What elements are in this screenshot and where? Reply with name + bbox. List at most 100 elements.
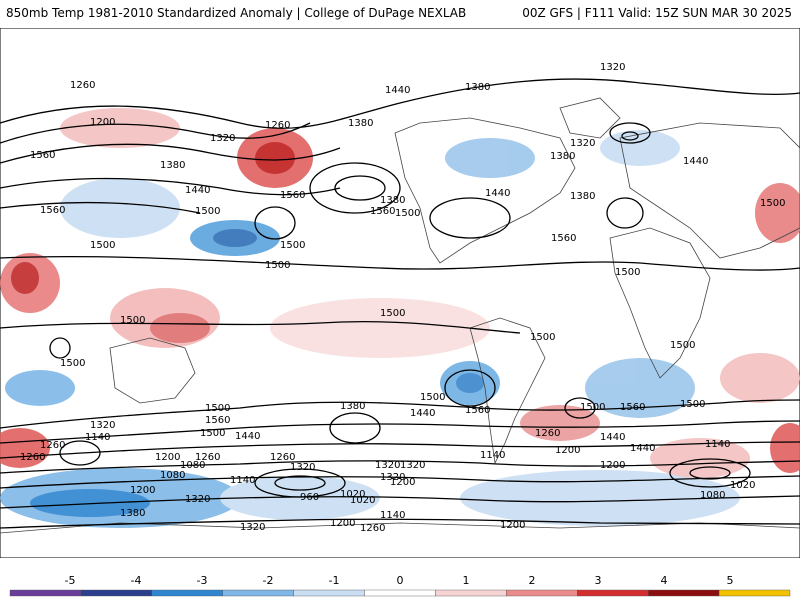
contour-label: 1500 (60, 358, 85, 369)
contour-label: 1380 (340, 401, 365, 412)
contour-label: 1440 (385, 85, 410, 96)
colorbar: -5 -4 -3 -2 -1 0 1 2 3 4 5 (9, 574, 791, 597)
contour-label: 1380 (120, 508, 145, 519)
contour-label: 1200 (555, 445, 580, 456)
greenland-outline (559, 97, 621, 139)
contour-label: 1260 (270, 452, 295, 463)
contour-label: 1320 (600, 62, 625, 73)
colorbar-tick-label: -4 (131, 574, 142, 587)
model-run-info: 00Z GFS | F111 Valid: 15Z SUN MAR 30 202… (522, 6, 792, 20)
colorbar-tick-label: -1 (329, 574, 340, 587)
colorbar-swatch (647, 589, 720, 597)
contour-label: 1560 (370, 206, 395, 217)
contour-label: 1380 (160, 160, 185, 171)
contour-label: 1140 (85, 432, 110, 443)
colorbar-swatch (364, 589, 436, 597)
contour-label: 1140 (705, 439, 730, 450)
contour-label: 1320 (240, 522, 265, 533)
height-contours (0, 78, 800, 529)
colorbar-swatch (506, 589, 578, 597)
colorbar-swatch (718, 589, 791, 597)
contour-label: 1260 (70, 80, 95, 91)
colorbar-swatch (435, 589, 507, 597)
anomaly-shading (0, 108, 800, 528)
contour-label: 1140 (380, 510, 405, 521)
map-header: 850mb Temp 1981-2010 Standardized Anomal… (0, 0, 800, 28)
contour-label: 1260 (360, 523, 385, 534)
contour-label: 1380 (550, 151, 575, 162)
contour-label: 1260 (20, 452, 45, 463)
contour-label: 1380 (348, 118, 373, 129)
colorbar-swatch (577, 589, 649, 597)
contour-label: 1080 (180, 460, 205, 471)
contour-label: 1500 (380, 308, 405, 319)
colorbar-tick-label: 3 (595, 574, 602, 587)
contour-label: 1500 (265, 260, 290, 271)
contour-label: 1440 (683, 156, 708, 167)
contour-label: 1440 (485, 188, 510, 199)
contour-label: 1500 (120, 315, 145, 326)
contour-label: 1380 (380, 195, 405, 206)
contour-label: 1200 (500, 520, 525, 531)
contour-label: 1440 (630, 443, 655, 454)
colorbar-swatch (9, 589, 82, 597)
contour-label: 1080 (160, 470, 185, 481)
contour-label: 1260 (195, 452, 220, 463)
contour-label: 1200 (155, 452, 180, 463)
colorbar-tick-label: -2 (263, 574, 274, 587)
contour-label: 1500 (200, 428, 225, 439)
contour-label: 1440 (235, 431, 260, 442)
contour-label: 1320 (210, 133, 235, 144)
contour-label: 1500 (530, 332, 555, 343)
contour-label: 960 (300, 492, 319, 503)
colorbar-swatch (222, 589, 294, 597)
colorbar-tick-label: 0 (397, 574, 404, 587)
colorbar-swatches (9, 589, 791, 597)
contour-label: 1200 (90, 117, 115, 128)
contour-label: 1500 (580, 402, 605, 413)
contour-label: 1200 (330, 518, 355, 529)
contour-label: 1140 (230, 475, 255, 486)
colorbar-tick-label: 4 (661, 574, 668, 587)
contour-label: 1200 (390, 477, 415, 488)
contour-label: 1380 (570, 191, 595, 202)
colorbar-swatch (151, 589, 223, 597)
contour-label: 1140 (480, 450, 505, 461)
contour-label: 1500 (205, 403, 230, 414)
colorbar-tick-label: 2 (529, 574, 536, 587)
contour-label: 1560 (465, 405, 490, 416)
colorbar-swatch (293, 589, 365, 597)
contour-label: 1260 (265, 120, 290, 131)
colorbar-tick-labels: -5 -4 -3 -2 -1 0 1 2 3 4 5 (65, 574, 734, 587)
contour-label: 1440 (410, 408, 435, 419)
contour-label: 1020 (730, 480, 755, 491)
contour-label: 1320 (400, 460, 425, 471)
contour-label: 1320 (185, 494, 210, 505)
contour-label: 1500 (90, 240, 115, 251)
contour-label: 1200 (130, 485, 155, 496)
contour-label: 1020 (350, 495, 375, 506)
contour-label: 1500 (280, 240, 305, 251)
contour-label: 1560 (551, 233, 576, 244)
contour-label: 1500 (420, 392, 445, 403)
colorbar-swatch (80, 589, 153, 597)
contour-label: 1500 (670, 340, 695, 351)
contour-label: 1320 (290, 462, 315, 473)
australia-outline (109, 337, 196, 404)
africa-outline (609, 227, 711, 379)
contour-label: 1260 (535, 428, 560, 439)
south-america-outline (469, 317, 546, 465)
contour-label: 1080 (700, 490, 725, 501)
contour-label: 1260 (40, 440, 65, 451)
contour-label: 1020 (340, 489, 365, 500)
cold-anomaly-north-america (445, 138, 535, 178)
contour-label: 1200 (600, 460, 625, 471)
colorbar-tick-label: -5 (65, 574, 76, 587)
colorbar-tick-label: 5 (727, 574, 734, 587)
contour-label: 1560 (30, 150, 55, 161)
contour-label: 1500 (395, 208, 420, 219)
contour-label: 1560 (205, 415, 230, 426)
contour-label: 1320 (375, 460, 400, 471)
